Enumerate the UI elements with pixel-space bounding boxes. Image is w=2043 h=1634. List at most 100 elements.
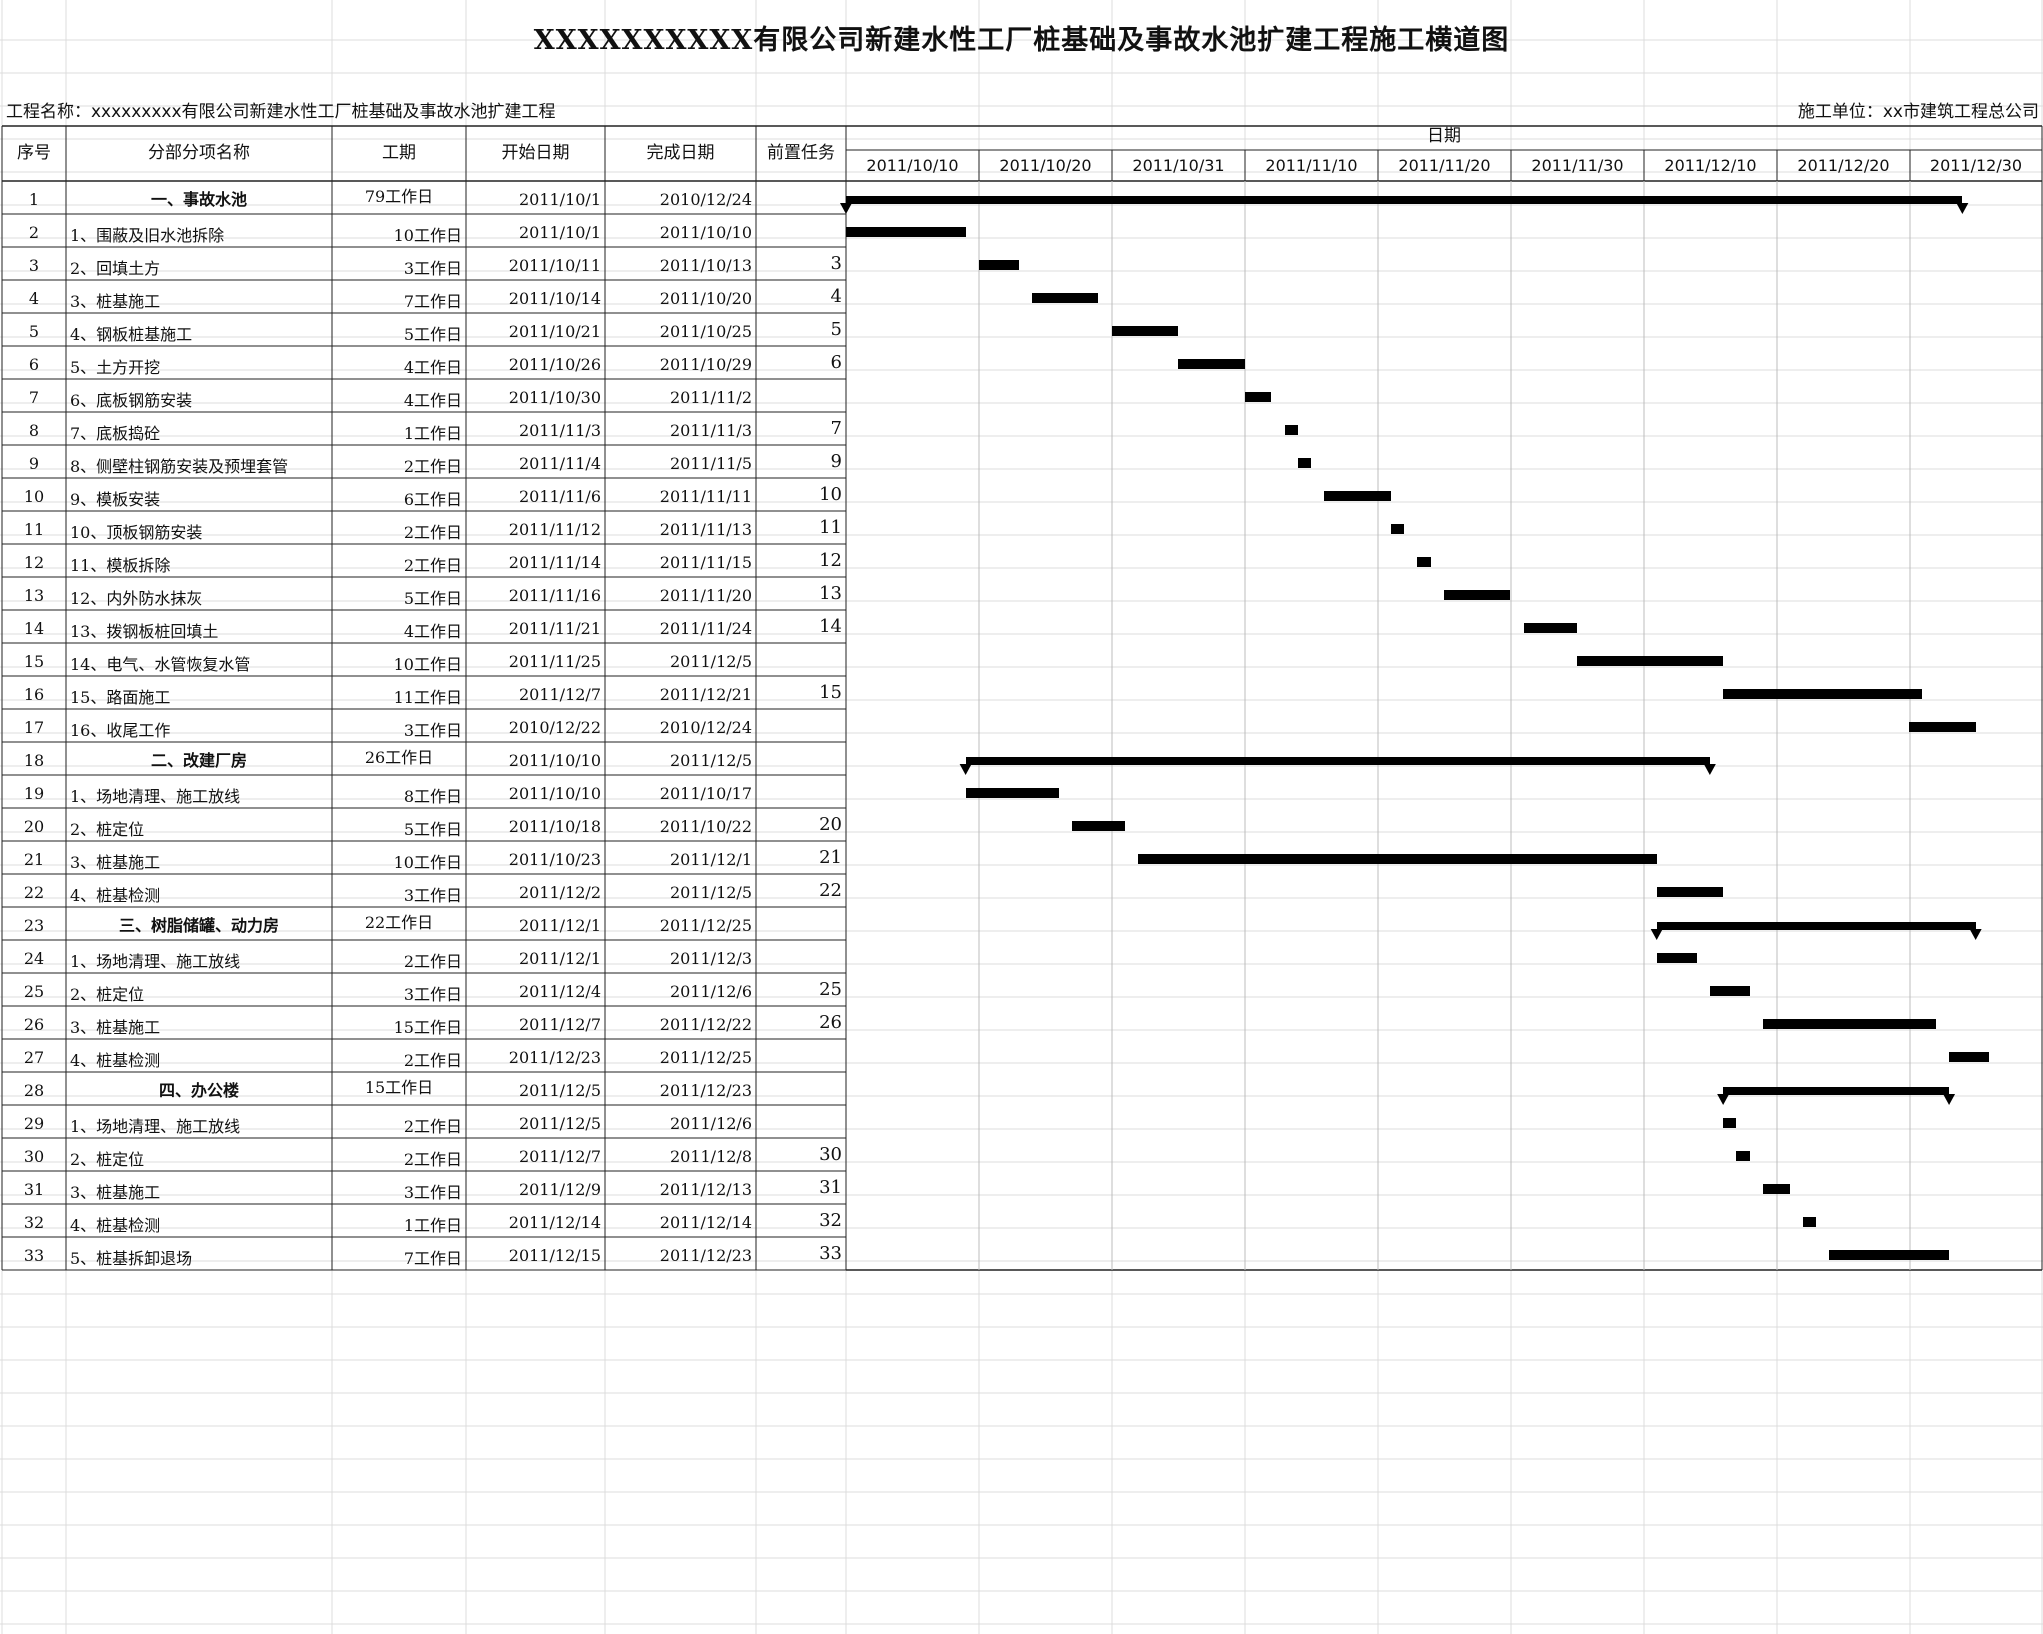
gantt-task-bar (1417, 557, 1431, 567)
gantt-task-bar (1071, 821, 1126, 831)
gantt-task-bar (1390, 524, 1405, 534)
row-name: 2、桩定位 (70, 820, 145, 839)
row-pred: 14 (819, 616, 842, 637)
row-seq: 1 (28, 190, 40, 209)
row-name: 10、顶板钢筋安装 (70, 523, 203, 542)
row-end: 2010/12/24 (659, 718, 752, 737)
row-end: 2011/11/20 (659, 586, 752, 605)
row-start: 2011/12/23 (508, 1048, 601, 1067)
gantt-task-bar (1178, 359, 1245, 369)
row-name: 5、桩基拆卸退场 (70, 1249, 193, 1268)
row-pred: 15 (819, 682, 842, 703)
row-start: 2011/12/1 (518, 949, 601, 968)
row-start: 2011/10/18 (508, 817, 601, 836)
row-seq: 30 (23, 1147, 45, 1166)
row-seq: 5 (28, 322, 40, 341)
row-end: 2011/12/5 (669, 751, 752, 770)
row-pred: 11 (819, 517, 842, 538)
row-name: 1、围蔽及旧水池拆除 (70, 226, 225, 245)
row-start: 2011/11/6 (518, 487, 601, 506)
date-tick-label: 2011/12/30 (1929, 156, 2023, 175)
row-start: 2011/11/14 (508, 553, 601, 572)
row-duration: 15工作日 (393, 1018, 462, 1037)
row-duration: 7工作日 (403, 292, 462, 311)
gantt-task-bar (1032, 293, 1099, 303)
row-duration: 5工作日 (403, 589, 462, 608)
row-start: 2011/10/21 (508, 322, 601, 341)
row-start: 2011/12/7 (518, 1015, 601, 1034)
row-seq: 28 (23, 1081, 45, 1100)
gantt-task-bar (1736, 1151, 1750, 1161)
row-start: 2011/11/21 (508, 619, 601, 638)
row-pred: 5 (830, 319, 842, 340)
row-duration: 3工作日 (403, 886, 462, 905)
row-seq: 21 (23, 850, 45, 869)
date-tick-label: 2011/11/10 (1265, 156, 1358, 175)
row-start: 2011/12/5 (518, 1114, 601, 1133)
row-start: 2011/12/7 (518, 685, 601, 704)
row-name: 3、桩基施工 (70, 1183, 161, 1202)
row-pred: 10 (819, 484, 842, 505)
date-tick-label: 2011/11/20 (1398, 156, 1491, 175)
row-pred: 21 (819, 847, 842, 868)
row-end: 2011/12/25 (659, 916, 752, 935)
row-seq: 11 (23, 520, 45, 539)
gantt-task-bar (846, 227, 966, 237)
row-name: 7、底板捣砼 (70, 424, 161, 443)
date-tick-label: 2011/11/30 (1531, 156, 1624, 175)
row-name: 3、桩基施工 (70, 1018, 161, 1037)
row-seq: 33 (23, 1246, 45, 1265)
row-name: 1、场地清理、施工放线 (70, 787, 241, 806)
contractor: 施工单位：xx市建筑工程总公司 (1797, 102, 2039, 122)
gantt-summary-bar (1723, 1087, 1950, 1095)
row-duration: 2工作日 (403, 952, 462, 971)
row-end: 2011/12/6 (669, 982, 752, 1001)
row-name: 3、桩基施工 (70, 853, 161, 872)
row-pred: 6 (830, 352, 842, 373)
header-date: 日期 (1427, 126, 1461, 146)
gantt-task-bar (1656, 887, 1724, 897)
row-end: 2011/12/23 (659, 1081, 752, 1100)
row-duration: 3工作日 (403, 721, 462, 740)
row-end: 2011/10/22 (659, 817, 752, 836)
row-name: 14、电气、水管恢复水管 (70, 655, 251, 674)
row-end: 2011/12/25 (659, 1048, 752, 1067)
row-name: 8、侧壁柱钢筋安装及预埋套管 (70, 457, 289, 476)
row-name: 四、办公楼 (158, 1081, 239, 1100)
row-duration: 2工作日 (403, 556, 462, 575)
row-seq: 12 (23, 553, 45, 572)
row-end: 2011/10/29 (659, 355, 752, 374)
row-start: 2011/11/16 (508, 586, 601, 605)
row-name: 5、土方开挖 (70, 358, 161, 377)
row-pred: 13 (819, 583, 842, 604)
gantt-task-bar (1949, 1052, 1989, 1062)
row-duration: 5工作日 (403, 325, 462, 344)
row-pred: 4 (830, 286, 842, 307)
row-start: 2011/10/10 (508, 784, 601, 803)
row-seq: 17 (23, 718, 45, 737)
row-name: 15、路面施工 (70, 688, 171, 707)
row-start: 2011/10/10 (508, 751, 601, 770)
row-seq: 2 (28, 223, 40, 242)
row-seq: 9 (28, 454, 40, 473)
row-start: 2011/12/14 (508, 1213, 601, 1232)
row-seq: 4 (28, 289, 40, 308)
row-end: 2011/12/5 (669, 883, 752, 902)
row-seq: 7 (28, 388, 40, 407)
row-duration: 2工作日 (403, 1051, 462, 1070)
row-pred: 30 (819, 1144, 842, 1165)
header-seq: 序号 (17, 143, 51, 163)
row-duration: 5工作日 (403, 820, 462, 839)
row-seq: 29 (23, 1114, 45, 1133)
gantt-task-bar (1523, 623, 1577, 633)
row-seq: 16 (23, 685, 45, 704)
row-end: 2011/11/3 (669, 421, 752, 440)
gantt-task-bar (1297, 458, 1312, 468)
row-pred: 26 (819, 1012, 842, 1033)
row-duration: 8工作日 (403, 787, 462, 806)
row-start: 2010/12/22 (508, 718, 601, 737)
row-end: 2011/11/13 (659, 520, 752, 539)
row-name: 2、桩定位 (70, 985, 145, 1004)
page-title: XXXXXXXXXX有限公司新建水性工厂桩基础及事故水池扩建工程施工横道图 (533, 25, 1510, 56)
row-start: 2011/12/4 (518, 982, 601, 1001)
